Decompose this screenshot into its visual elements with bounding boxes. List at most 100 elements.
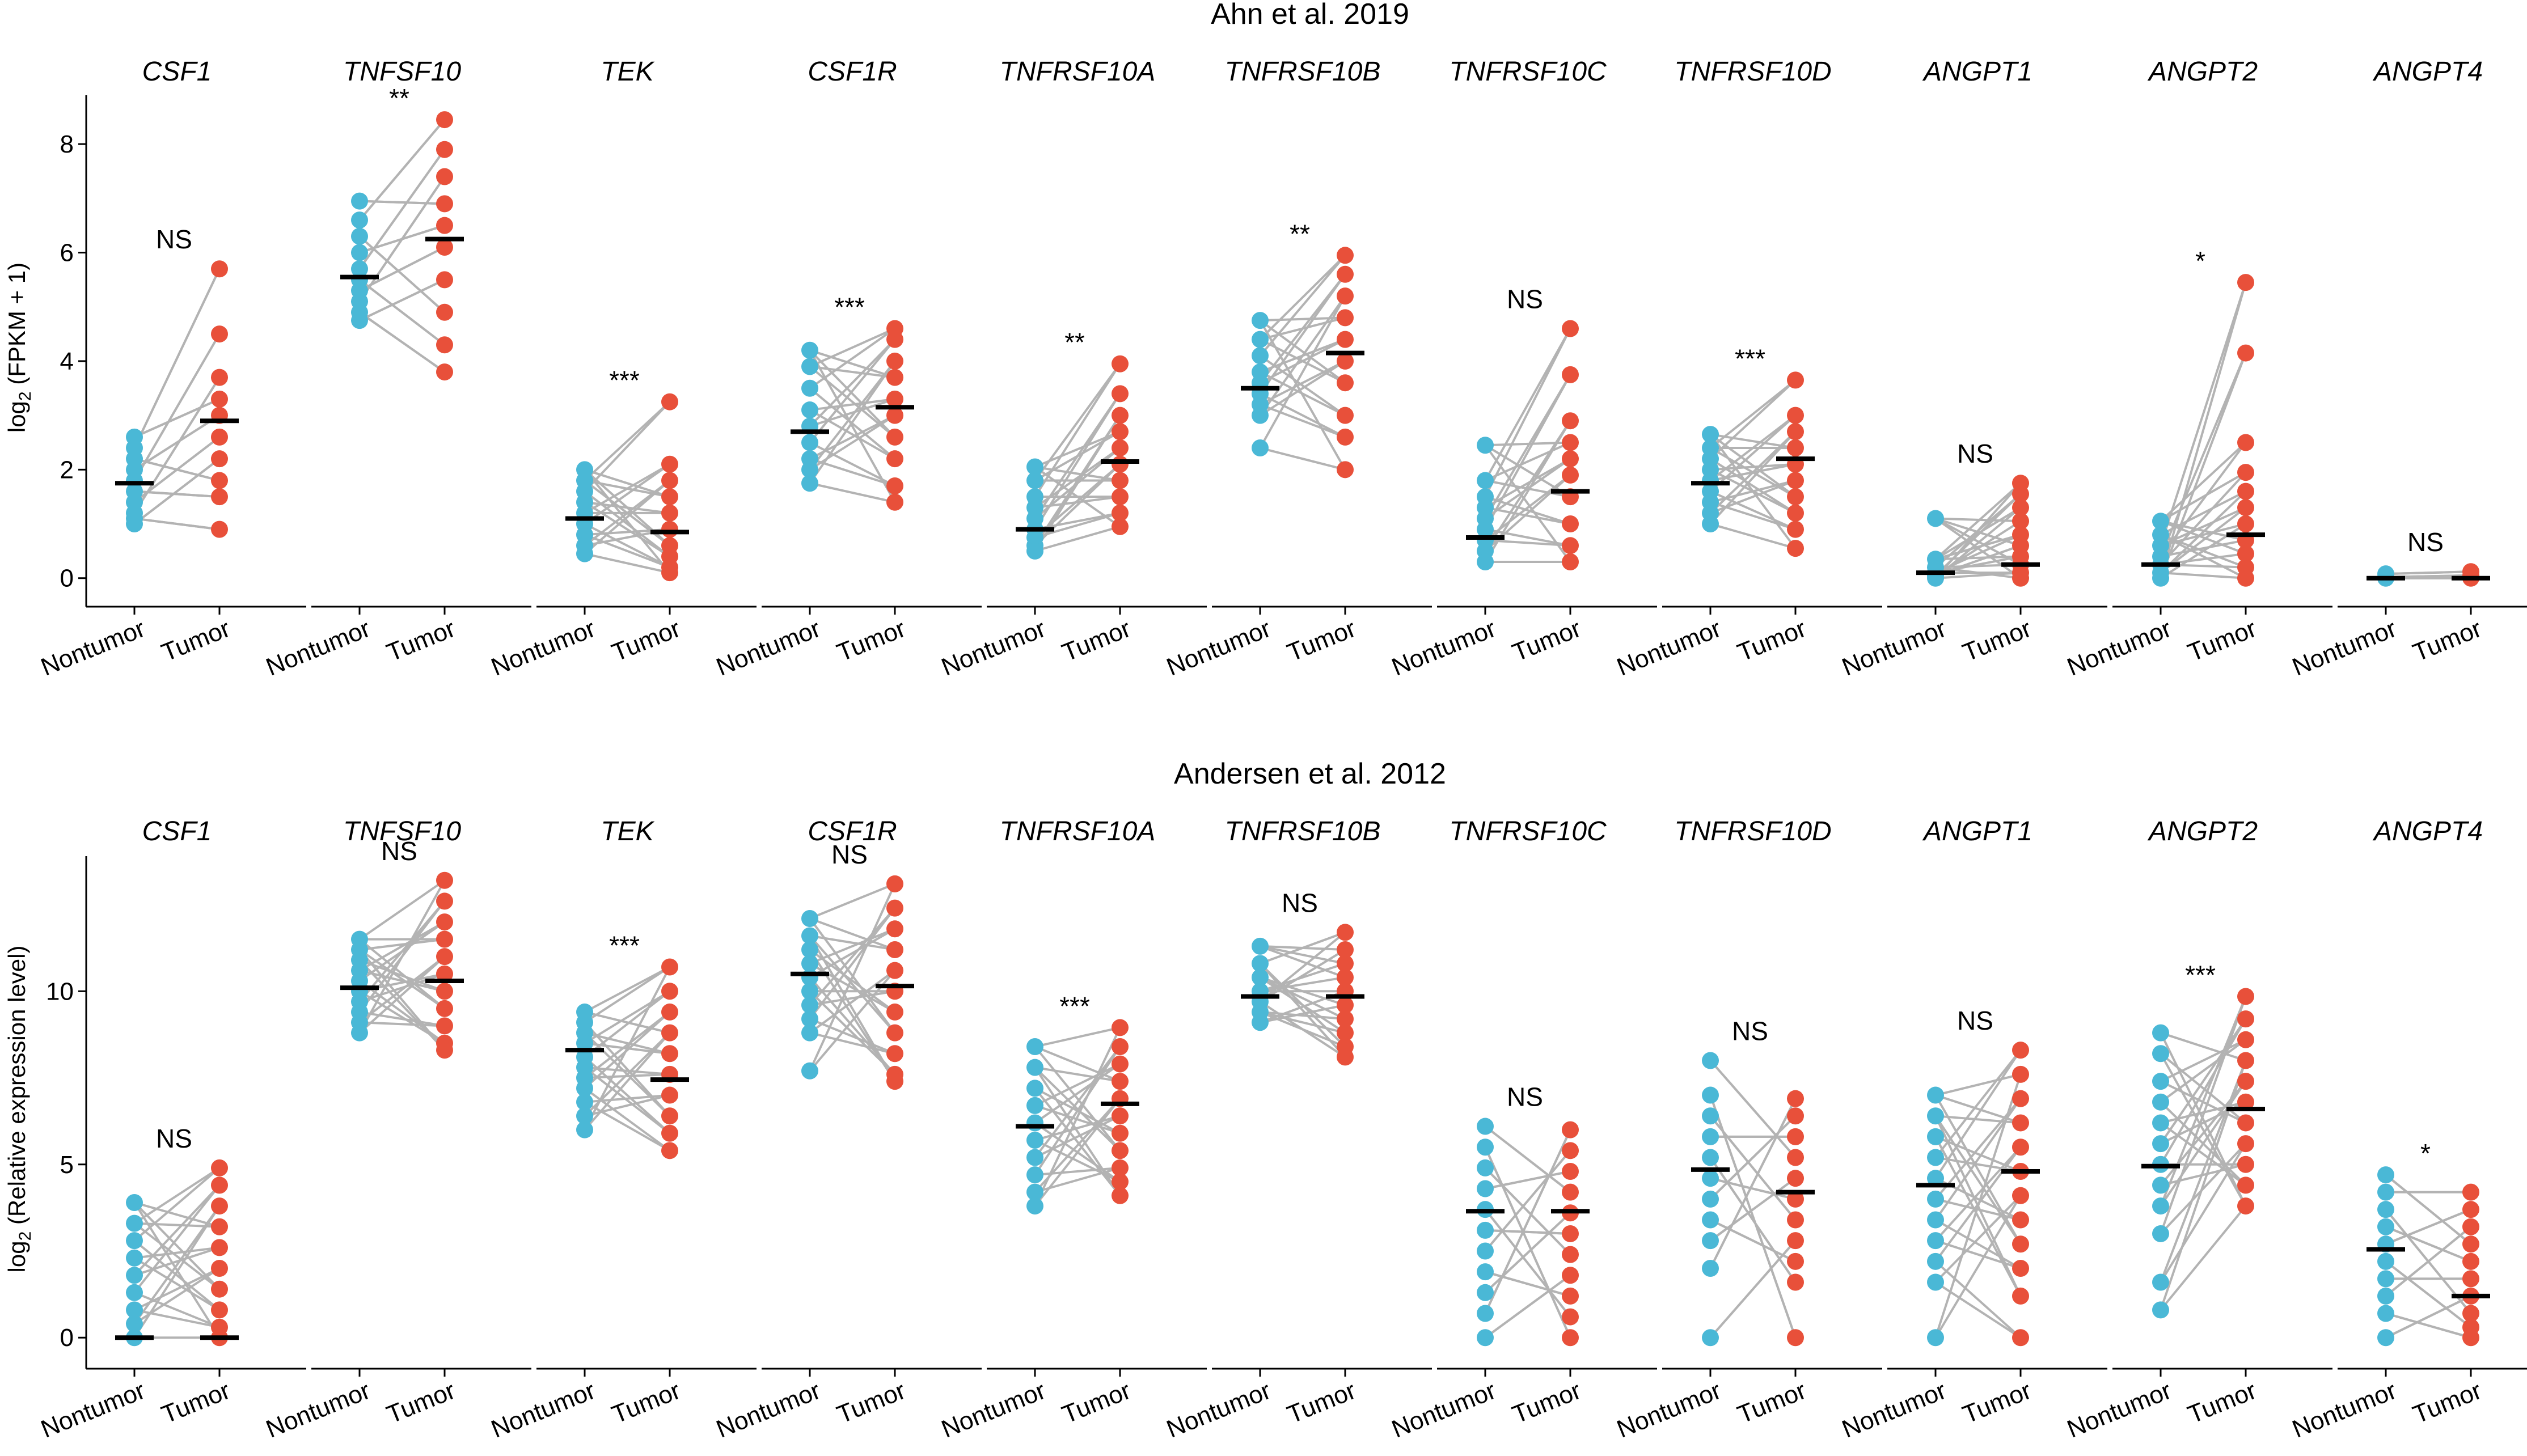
pair-line [809, 360, 896, 484]
point-nontumor [1477, 1118, 1494, 1135]
pair-lines [358, 118, 446, 373]
point-tumor [661, 393, 678, 410]
point-nontumor [126, 1214, 143, 1232]
point-tumor [436, 363, 453, 381]
x-tick-label: Nontumor [1163, 1377, 1274, 1444]
panel-tnfrsf10a: TNFRSF10A Nontumor Tumor *** [937, 816, 1207, 1444]
point-tumor [886, 1003, 903, 1021]
point-tumor [436, 217, 453, 234]
gene-label: ANGPT4 [2372, 816, 2483, 846]
point-tumor [1787, 1149, 1804, 1166]
point-nontumor [1927, 1149, 1944, 1166]
gene-label: ANGPT2 [2147, 816, 2258, 846]
pair-line [584, 1011, 671, 1079]
x-tick-label: Nontumor [712, 1377, 824, 1444]
gene-label: TNFSF10 [343, 816, 461, 846]
pair-line [1034, 1098, 1121, 1207]
pair-line [358, 955, 446, 1034]
y-axis-label-log: log [3, 1241, 30, 1272]
pair-line [358, 176, 446, 302]
pair-line [1034, 1066, 1121, 1083]
pair-line [1935, 555, 2021, 561]
panel-csf1: CSF1 Nontumor Tumor NS [37, 57, 306, 682]
x-tick-label: Tumor [608, 1377, 684, 1429]
point-tumor [2012, 1090, 2029, 1107]
point-nontumor [1026, 1038, 1043, 1056]
point-tumor [1337, 924, 1354, 941]
point-tumor [211, 1260, 228, 1277]
point-nontumor [801, 379, 818, 397]
point-nontumor [1477, 1305, 1494, 1322]
pair-line [1485, 1170, 1571, 1190]
point-nontumor [801, 475, 818, 492]
pair-line [1260, 1010, 1346, 1021]
point-tumor [2462, 1201, 2479, 1218]
pair-line [359, 200, 445, 205]
point-tumor [2237, 482, 2254, 500]
pair-line [1709, 414, 1797, 493]
point-tumor [2462, 1218, 2479, 1235]
pair-line [1034, 525, 1121, 552]
point-nontumor [2152, 513, 2169, 530]
significance-label: *** [1735, 344, 1765, 373]
significance-label: ** [1064, 328, 1085, 357]
point-nontumor [2377, 1252, 2394, 1270]
pair-line [359, 938, 445, 951]
pair-line [1259, 319, 1346, 384]
point-tumor [886, 962, 903, 979]
point-nontumor [126, 1249, 143, 1267]
pair-line [1709, 1115, 1797, 1221]
point-tumor [661, 1045, 678, 1063]
point-nontumor [126, 1315, 143, 1332]
pair-line [1934, 1195, 2022, 1283]
pair-line [1034, 1066, 1121, 1152]
gene-label: ANGPT1 [1922, 816, 2032, 846]
point-tumor [2012, 1114, 2029, 1132]
pair-line [809, 338, 896, 428]
point-tumor [2237, 1197, 2254, 1215]
point-tumor [1337, 428, 1354, 446]
point-tumor [1337, 941, 1354, 958]
pair-line [2160, 1039, 2247, 1103]
point-nontumor [1252, 347, 1269, 365]
point-tumor [1787, 423, 1804, 441]
x-tick-label: Nontumor [37, 1377, 149, 1444]
point-tumor [661, 983, 678, 1000]
point-tumor [661, 564, 678, 582]
y-axis-label-rest: (Relative expression level) [3, 946, 30, 1231]
point-nontumor [1477, 1180, 1494, 1197]
panel-tnfsf10: TNFSF10 Nontumor Tumor ** [262, 57, 531, 682]
pair-line [358, 949, 446, 1010]
point-nontumor [1252, 439, 1269, 457]
x-tick-label: Tumor [1959, 1377, 2035, 1429]
point-nontumor [1026, 1131, 1043, 1149]
point-nontumor [351, 312, 368, 329]
pair-line [2160, 1101, 2247, 1186]
pair-line [1259, 931, 1346, 1003]
point-tumor [1112, 355, 1129, 373]
pair-lines [809, 883, 896, 1082]
pair-line [809, 928, 895, 979]
point-tumor [1787, 1211, 1804, 1229]
point-tumor [1112, 504, 1129, 522]
pair-line [1709, 1098, 1797, 1269]
pair-line [133, 1184, 221, 1294]
point-nontumor [801, 401, 818, 419]
panel-tnfrsf10d: TNFRSF10D Nontumor Tumor NS [1613, 816, 1882, 1444]
point-nontumor [1477, 553, 1494, 571]
point-nontumor [801, 434, 818, 451]
significance-label: * [2195, 246, 2205, 276]
pair-line [2160, 1101, 2246, 1124]
point-nontumor [1026, 1197, 1043, 1215]
pair-line [359, 246, 445, 292]
point-tumor [1787, 1252, 1804, 1270]
pair-line [1034, 465, 1121, 528]
point-nontumor [1477, 437, 1494, 454]
pair-line [584, 990, 671, 1044]
y-axis-label-sub: 2 [16, 391, 35, 401]
chart-andersen-2012: Andersen et al. 2012 0 5 10 log2 (Relative e… [3, 757, 2527, 1444]
pair-line [1934, 506, 2022, 560]
pair-line [2160, 1031, 2246, 1062]
point-nontumor [1702, 1107, 1719, 1125]
point-nontumor [1927, 510, 1944, 527]
